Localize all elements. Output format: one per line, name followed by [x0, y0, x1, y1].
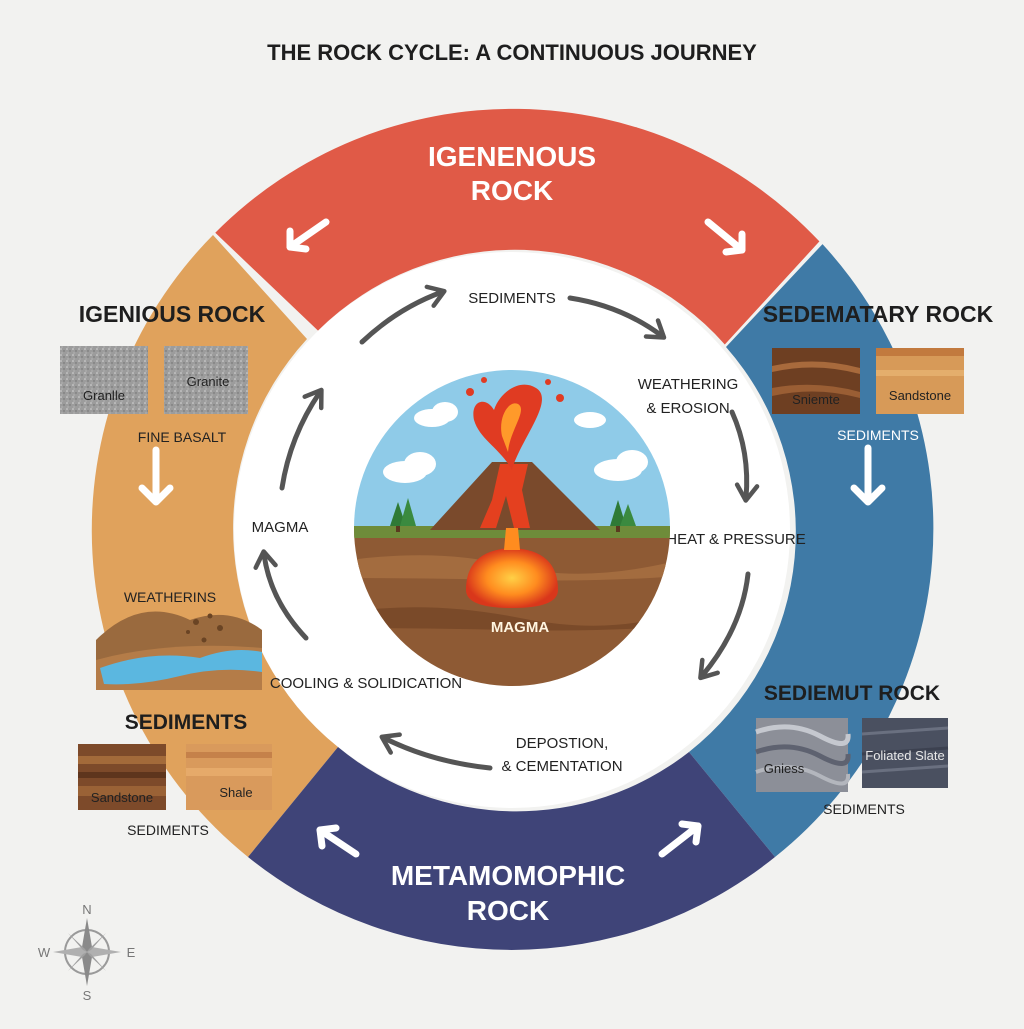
outer-ring [91, 108, 934, 950]
inner-cycle-arrows [253, 284, 760, 771]
arrow-bottom-right-icon [658, 820, 702, 858]
left-sample-2-label: Granite [187, 374, 230, 389]
band-igneous-title-line1: IGENENOUS [428, 141, 596, 172]
left-sediment-1-label: Sandstone [91, 790, 153, 805]
compass-s: S [83, 988, 92, 1003]
label-deposition-line1: DEPOSTION, [516, 735, 609, 752]
label-cooling: COOLING & SOLIDICATION [270, 675, 462, 692]
compass-rose-icon [53, 918, 121, 986]
band-igneous-top [215, 108, 820, 345]
band-metamorphic-title-line2: ROCK [467, 895, 549, 926]
arrow-top-left-icon [286, 218, 330, 253]
left-sediment-2-image [186, 744, 272, 810]
right-lower-sample-2-label: Foliated Slate [865, 748, 945, 763]
band-igneous-title-line2: ROCK [471, 175, 553, 206]
band-metamorphic-title-line1: METAMOMOPHIC [391, 860, 625, 891]
left-sample-caption: FINE BASALT [138, 429, 227, 445]
right-sample-1-image [772, 348, 860, 414]
arrow-deposition-left-icon [379, 732, 493, 771]
arrow-magma-up-icon [279, 387, 324, 491]
tree-icon [390, 498, 636, 532]
label-weathering-line2: & EROSION [646, 400, 729, 417]
right-sample-1-label: Sniemte [792, 392, 840, 407]
compass-e: E [127, 945, 136, 960]
arrow-weathering-down-icon [729, 409, 760, 503]
left-sample-1-image [60, 346, 148, 414]
label-sediments-top: SEDIMENTS [468, 290, 556, 307]
arrow-top-right-icon [704, 218, 746, 256]
compass-w: W [38, 945, 51, 960]
right-sample-caption: SEDIMENTS [837, 427, 919, 443]
label-weathering-line1: WEATHERING [638, 376, 739, 393]
right-lower-sample-1-image [755, 718, 851, 792]
left-weathering-label: WEATHERINS [124, 589, 216, 605]
arrow-right-down-icon [850, 444, 886, 506]
arrow-bottom-left-icon [316, 824, 360, 858]
left-sample-2-image [164, 346, 248, 414]
band-igneous-left [91, 235, 338, 857]
right-sample-2-label: Sandstone [889, 388, 951, 403]
center-magma-label: MAGMA [491, 619, 549, 636]
arrow-to-sediments-icon [359, 284, 447, 345]
label-heat-pressure: HEAT & PRESSURE [666, 531, 805, 548]
compass-n: N [82, 902, 91, 917]
left-sample-1-label: Granlle [83, 388, 125, 403]
right-heading: SEDEMATARY ROCK [763, 301, 994, 327]
arrow-heat-down-icon [698, 571, 751, 681]
left-sediments-heading: SEDIMENTS [125, 711, 248, 734]
outer-arrows [138, 218, 886, 858]
right-lower-sample-2-image [861, 718, 949, 788]
arrow-cooling-up-icon [253, 549, 309, 641]
arrow-left-down-icon [138, 446, 174, 506]
left-sediment-1-image [78, 744, 166, 810]
cloud-icon [383, 402, 648, 483]
label-magma-left: MAGMA [252, 519, 309, 536]
left-sediments-caption: SEDIMENTS [127, 822, 209, 838]
band-sedimentary-right [689, 244, 934, 857]
band-metamorphic-bottom [248, 747, 775, 950]
label-deposition-line2: & CEMENTATION [501, 758, 622, 775]
diagram-title: THE ROCK CYCLE: A CONTINUOUS JOURNEY [267, 40, 757, 65]
right-sample-2-image [876, 348, 964, 414]
right-lower-caption: SEDIMENTS [823, 801, 905, 817]
weathering-scene [96, 611, 262, 690]
arrow-sediments-to-weathering-icon [567, 295, 667, 340]
right-lower-sample-1-label: Gniess [764, 761, 805, 776]
volcano-icon [430, 377, 600, 608]
left-sediment-2-label: Shale [219, 785, 252, 800]
right-lower-heading: SEDIEMUT ROCK [764, 682, 940, 705]
left-heading: IGENIOUS ROCK [79, 301, 266, 327]
